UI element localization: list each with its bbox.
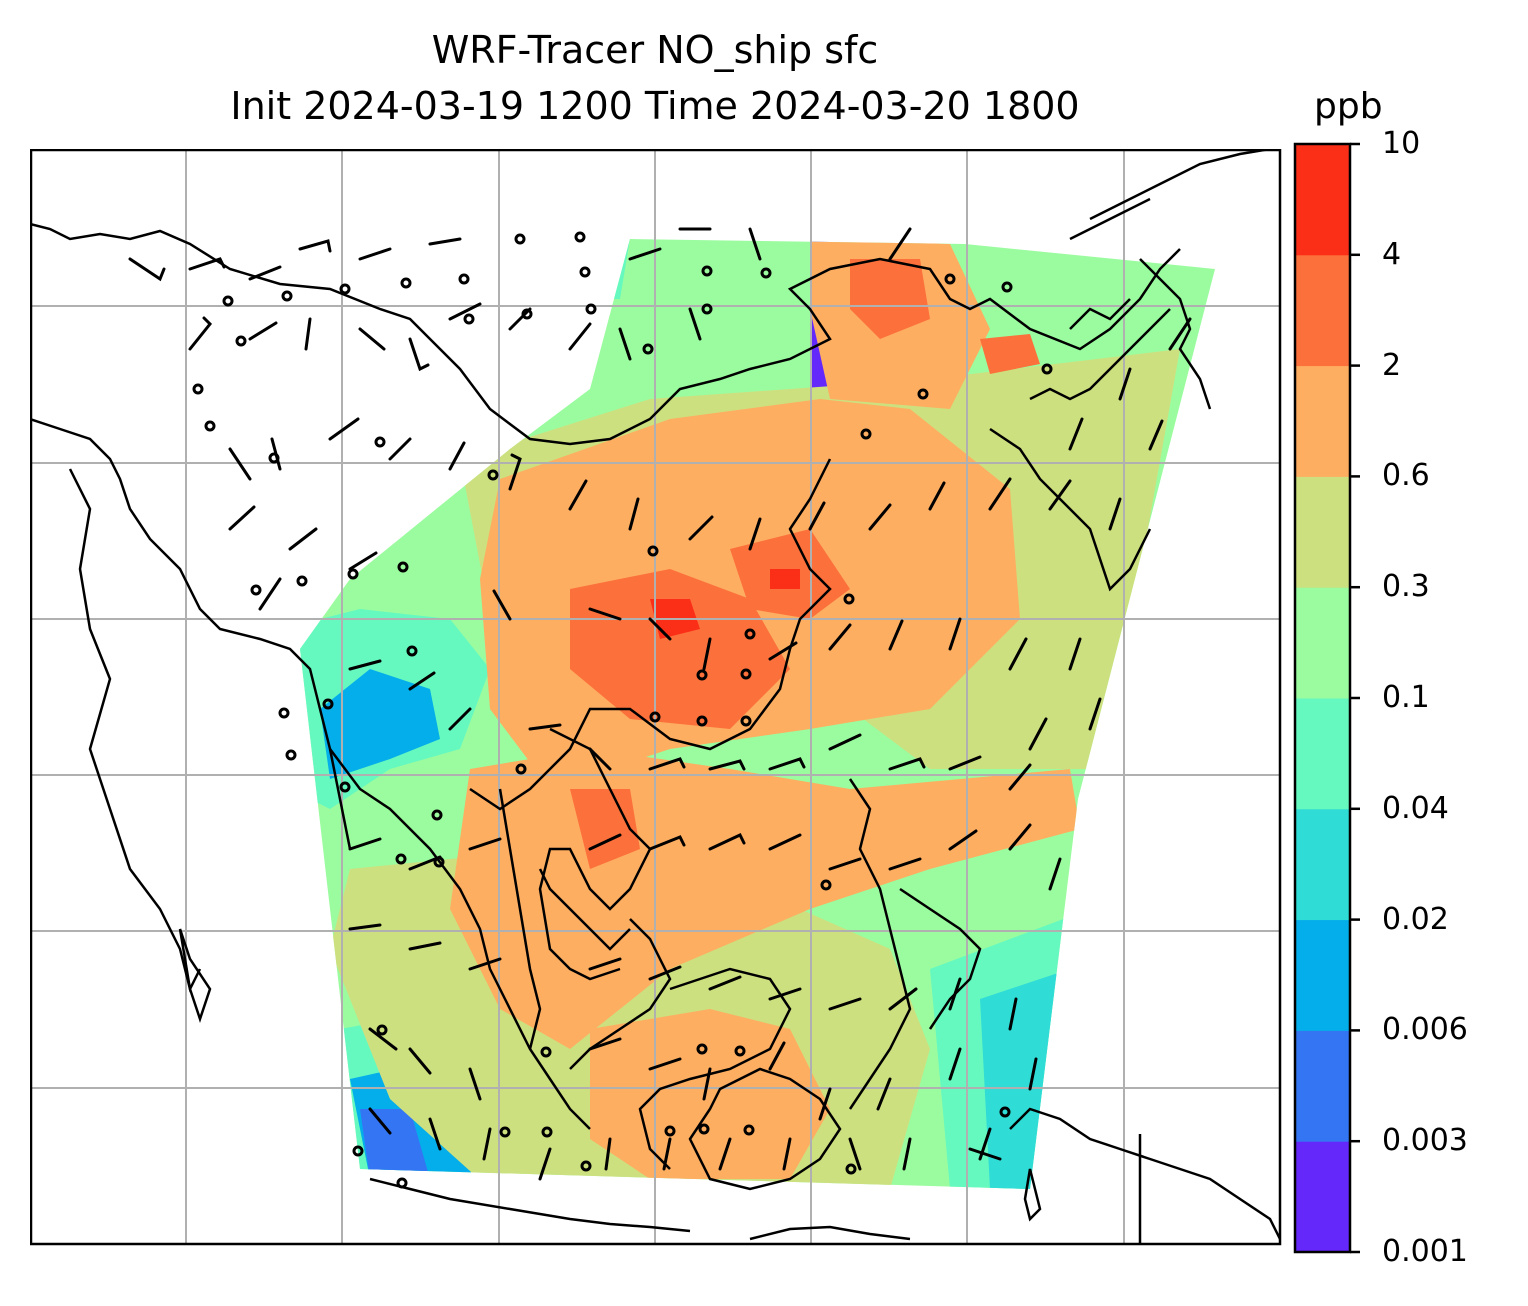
colorbar-tick-label: 0.006 [1382,1012,1468,1048]
colorbar-tick-label: 0.003 [1382,1123,1468,1159]
colorbar-tick-label: 0.1 [1382,680,1430,715]
colorbar-tick-label: 0.001 [1382,1234,1468,1269]
concentration-field [300,239,1215,1189]
colorbar-segment [1295,365,1350,477]
map-title-line2: Init 2024-03-19 1200 Time 2024-03-20 180… [230,84,1080,128]
map-title-line1: WRF-Tracer NO_ship sfc [431,28,879,72]
colorbar-ticks [1350,142,1360,1254]
colorbar [1293,142,1360,1254]
colorbar-segment [1295,476,1350,588]
colorbar-segment [1295,1141,1350,1253]
colorbar-segments [1295,144,1350,1253]
colorbar-unit: ppb [1314,86,1383,127]
colorbar-tick-label: 0.02 [1382,901,1449,937]
colorbar-tick-label: 0.3 [1382,569,1430,605]
gridlines [30,149,1280,1245]
colorbar-segment [1295,808,1350,921]
colorbar-segment [1295,254,1350,367]
map-frame [30,149,1282,1246]
colorbar-segment [1295,1030,1350,1142]
colorbar-tick-label: 10 [1382,126,1421,161]
colorbar-segment [1295,698,1350,810]
colorbar-tick-label: 4 [1382,236,1402,272]
calm-markers [192,231,1053,1189]
colorbar-segment [1295,144,1350,256]
map-panel [30,149,1282,1246]
colorbar-segment [1295,587,1350,699]
wind-barbs [128,227,1192,1181]
colorbar-tick-label: 0.04 [1382,790,1449,826]
colorbar-tick-label: 0.6 [1382,458,1430,494]
colorbar-tick-label: 2 [1382,347,1402,383]
colorbar-segment [1295,919,1350,1031]
